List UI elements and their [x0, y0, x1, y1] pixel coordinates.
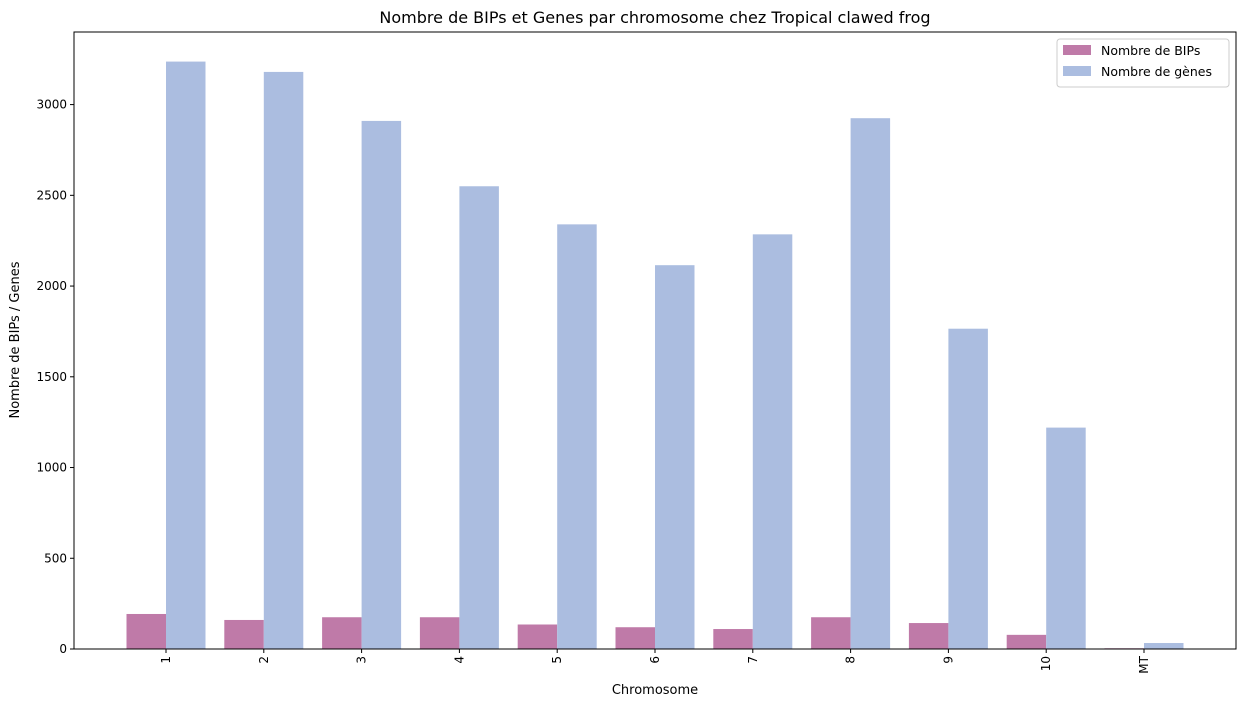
x-tick-label-7: 7 [746, 656, 760, 664]
y-tick-label-1500: 1500 [36, 370, 67, 384]
y-axis: 0 500 1000 1500 2000 2500 3000 [36, 98, 74, 656]
bar-bips-7 [713, 629, 753, 649]
bar-bips-1 [126, 613, 166, 649]
legend-label-genes: Nombre de gènes [1101, 64, 1212, 79]
bar-bips-9 [908, 623, 949, 649]
bar-genes-mt [1144, 643, 1184, 649]
x-tick-label-4: 4 [452, 656, 466, 664]
y-tick-label-3000: 3000 [36, 98, 67, 112]
y-tick-label-500: 500 [44, 551, 67, 565]
legend-label-bips: Nombre de BIPs [1101, 43, 1200, 58]
legend: Nombre de BIPs Nombre de gènes [1056, 38, 1230, 88]
bar-genes-5 [557, 224, 597, 649]
bar-genes-6 [655, 265, 695, 649]
y-tick-label-1000: 1000 [36, 461, 67, 475]
bar-genes-2 [263, 71, 304, 650]
bar-bips-6 [615, 627, 655, 649]
x-tick-label-9: 9 [941, 656, 955, 664]
bar-genes-1 [166, 61, 206, 649]
x-tick-label-6: 6 [648, 656, 662, 664]
legend-frame [1056, 38, 1230, 88]
bars-group [126, 61, 1184, 650]
bar-bips-2 [224, 619, 264, 649]
bar-bips-8 [811, 617, 851, 649]
bar-genes-9 [948, 328, 988, 649]
y-tick-label-2500: 2500 [36, 188, 67, 202]
bar-genes-8 [850, 118, 891, 649]
bar-genes-10 [1046, 427, 1086, 649]
x-axis-label: Chromosome [612, 683, 698, 698]
x-tick-label-8: 8 [844, 656, 858, 664]
y-tick-label-2000: 2000 [36, 279, 67, 293]
y-tick-label-0: 0 [59, 642, 67, 656]
bar-bips-10 [1006, 634, 1047, 649]
x-tick-label-10: 10 [1039, 656, 1053, 671]
bar-genes-7 [752, 234, 793, 649]
x-tick-label-mt: MT [1137, 655, 1151, 673]
bar-genes-3 [361, 120, 402, 649]
y-axis-label: Nombre de BIPs / Genes [8, 261, 23, 418]
bar-bips-4 [419, 617, 460, 649]
x-axis: 1 2 3 4 5 6 7 8 9 10 MT [159, 649, 1151, 674]
bar-bips-5 [517, 624, 558, 649]
bar-genes-4 [459, 186, 499, 649]
x-tick-label-5: 5 [550, 656, 564, 664]
legend-swatch-bips [1063, 45, 1091, 55]
chart-title: Nombre de BIPs et Genes par chromosome c… [379, 8, 930, 27]
x-tick-label-3: 3 [355, 656, 369, 664]
x-tick-label-2: 2 [257, 656, 271, 664]
plot-frame [73, 31, 1237, 650]
x-tick-label-1: 1 [159, 656, 173, 664]
bar-bips-3 [322, 617, 362, 649]
legend-swatch-genes [1063, 66, 1091, 76]
